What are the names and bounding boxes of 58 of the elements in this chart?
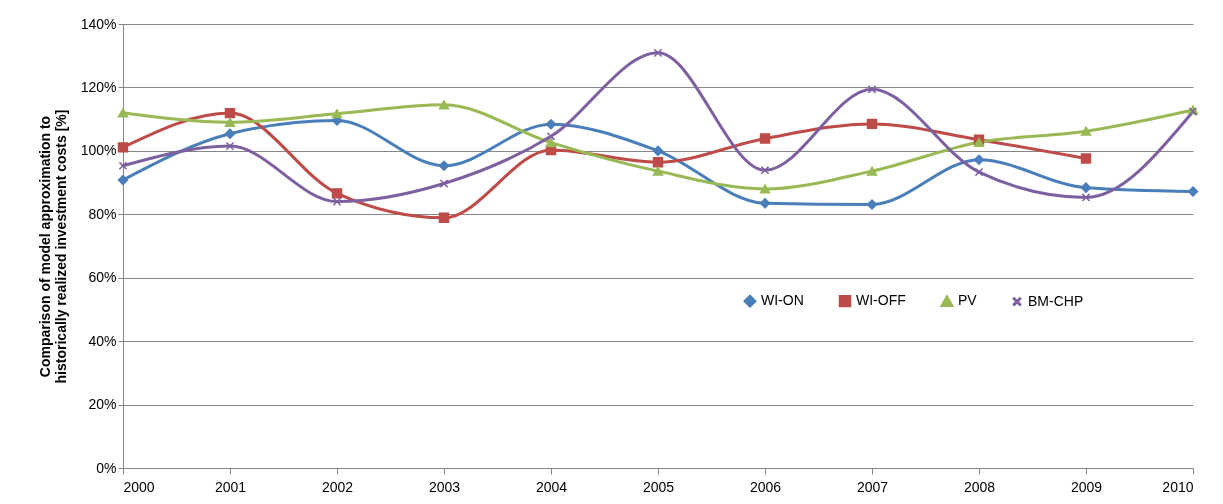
point (867, 85, 877, 94)
legend-label: PV (958, 292, 978, 309)
point (118, 161, 128, 171)
point (117, 174, 129, 186)
point (652, 166, 664, 176)
x-tick-label: 2008 (963, 478, 996, 495)
y-tick-label: 120% (80, 78, 117, 95)
point (117, 142, 129, 153)
point (438, 100, 450, 110)
point (117, 108, 129, 118)
point (224, 117, 236, 127)
point (331, 188, 343, 199)
legend-label: WI-ON (761, 292, 804, 309)
y-tick-label: 0% (96, 459, 117, 476)
x-tick-label: 2001 (214, 478, 247, 495)
y-tick-label: 100% (80, 142, 117, 159)
point (759, 133, 771, 144)
x-tick-label: 2005 (642, 478, 675, 495)
point (1080, 153, 1092, 164)
point (866, 166, 878, 176)
y-axis-title: Comparison of model approximation to historically realized investment costs [%] (36, 109, 69, 384)
x-tick-label: 2002 (321, 478, 354, 495)
point (224, 128, 236, 139)
point (545, 137, 557, 148)
x-tick-label: 2003 (428, 478, 461, 495)
point (759, 197, 771, 209)
y-tick-label: 80% (88, 205, 117, 222)
point (1187, 186, 1199, 197)
point (652, 157, 664, 168)
y-tick-label: 60% (88, 269, 117, 286)
x-tick-label: 2007 (856, 478, 889, 495)
point (224, 107, 236, 119)
point (1080, 126, 1092, 136)
point (973, 154, 985, 165)
point (1081, 193, 1091, 202)
y-tick-label: 40% (88, 332, 117, 349)
point (653, 48, 663, 58)
point (332, 197, 342, 206)
point (760, 165, 770, 175)
point (652, 145, 664, 157)
x-tick-label: 2000 (123, 478, 155, 495)
legend-label: WI-OFF (856, 292, 906, 309)
x-tick-label: 2009 (1070, 478, 1103, 495)
x-tick-label: 2006 (749, 478, 782, 495)
y-tick-label: 140% (80, 15, 117, 32)
point (866, 118, 878, 130)
y-tick-label: 20% (88, 396, 117, 413)
point (546, 131, 556, 141)
point (438, 212, 450, 223)
legend-label: BM-CHP (1028, 292, 1084, 309)
point (974, 167, 984, 177)
x-tick-label: 2004 (535, 478, 568, 495)
point (759, 184, 771, 194)
x-tick-label: 2010 (1162, 478, 1194, 495)
point (331, 109, 343, 119)
point (225, 141, 235, 151)
point (1080, 182, 1092, 193)
point (439, 179, 449, 188)
